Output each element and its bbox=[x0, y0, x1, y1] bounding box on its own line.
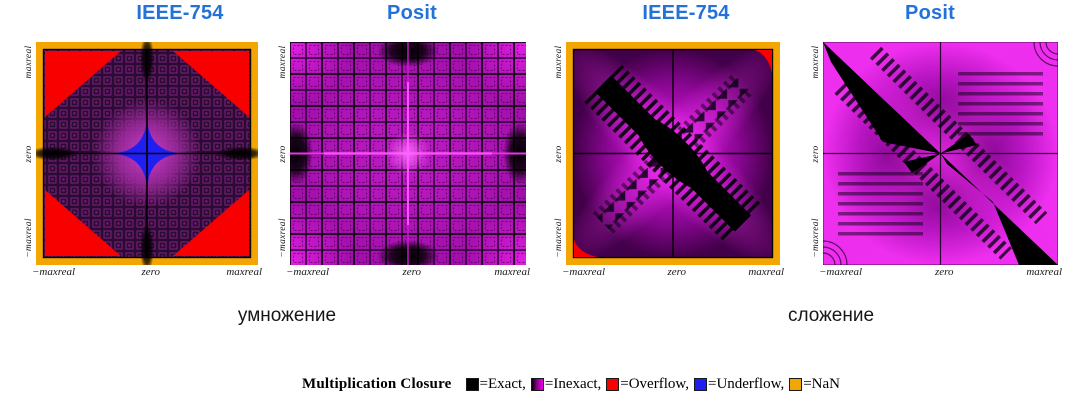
x-axis: −maxreal zero maxreal bbox=[32, 266, 262, 278]
x-axis-label-neg-maxreal: −maxreal bbox=[562, 266, 606, 278]
y-axis: maxreal zero −maxreal bbox=[552, 42, 565, 265]
bright-zero-cross bbox=[290, 42, 526, 265]
panel-title-ieee754-mult: IEEE-754 bbox=[136, 2, 224, 24]
heatmap-posit-multiplication bbox=[290, 42, 526, 265]
exact-swatch-icon bbox=[465, 377, 479, 391]
y-axis-label-neg-maxreal: −maxreal bbox=[810, 218, 821, 259]
y-axis-label-neg-maxreal: −maxreal bbox=[553, 218, 564, 259]
y-axis-label-maxreal: maxreal bbox=[810, 45, 821, 79]
exact-edge-smudges bbox=[36, 42, 258, 265]
panel-ieee754-addition: maxreal zero −maxreal −maxreal zero maxr… bbox=[554, 42, 784, 278]
caption-multiplication: умножение bbox=[237, 305, 337, 326]
x-axis-label-maxreal: maxreal bbox=[1026, 266, 1062, 278]
overflow-corners bbox=[574, 50, 772, 257]
legend-item-nan: =NaN bbox=[789, 376, 840, 393]
y-axis-label-maxreal: maxreal bbox=[553, 45, 564, 79]
y-axis: maxreal zero −maxreal bbox=[276, 42, 289, 265]
x-axis-label-maxreal: maxreal bbox=[226, 266, 262, 278]
y-axis-label-maxreal: maxreal bbox=[277, 45, 288, 79]
panel-title-posit-add: Posit bbox=[905, 2, 955, 24]
x-axis: −maxreal zero maxreal bbox=[819, 266, 1062, 278]
y-axis: maxreal zero −maxreal bbox=[809, 42, 822, 265]
legend-item-exact: =Exact, bbox=[465, 375, 526, 393]
x-axis: −maxreal zero maxreal bbox=[286, 266, 530, 278]
legend-item-inexact: =Inexact, bbox=[530, 375, 602, 393]
exact-diagonal-wedges bbox=[823, 42, 1058, 265]
panel-title-ieee754-add: IEEE-754 bbox=[642, 2, 730, 24]
y-axis-label-neg-maxreal: −maxreal bbox=[23, 218, 34, 259]
x-axis-label-zero: zero bbox=[402, 266, 421, 278]
legend-item-label: =Overflow, bbox=[620, 375, 689, 392]
x-axis-label-maxreal: maxreal bbox=[494, 266, 530, 278]
x-axis-label-zero: zero bbox=[934, 266, 954, 278]
legend-item-overflow: =Overflow, bbox=[606, 376, 689, 393]
legend-title: Multiplication Closure bbox=[302, 375, 452, 392]
panel-posit-multiplication: maxreal zero −maxreal −maxreal zero maxr… bbox=[278, 42, 530, 278]
heatmap-posit-addition bbox=[823, 42, 1058, 265]
y-axis-label-zero: zero bbox=[23, 144, 34, 163]
legend-item-label: =Underflow, bbox=[707, 375, 785, 392]
y-axis-label-neg-maxreal: −maxreal bbox=[277, 218, 288, 259]
x-axis-label-maxreal: maxreal bbox=[748, 266, 784, 278]
x-axis-label-neg-maxreal: −maxreal bbox=[819, 266, 863, 278]
x-axis-label-zero: zero bbox=[667, 266, 686, 278]
exact-crosshair bbox=[574, 50, 772, 257]
legend-item-label: =Inexact, bbox=[544, 375, 602, 392]
panel-ieee754-multiplication: maxreal zero −maxreal −maxreal zero maxr… bbox=[24, 42, 262, 278]
overflow-corners bbox=[45, 51, 249, 256]
legend-item-label: =NaN bbox=[803, 375, 840, 392]
x-axis-label-neg-maxreal: −maxreal bbox=[286, 266, 330, 278]
x-axis-label-zero: zero bbox=[141, 266, 160, 278]
underflow-swatch-icon bbox=[693, 377, 707, 391]
panel-title-posit-mult: Posit bbox=[387, 2, 437, 24]
heatmap-ieee754-addition bbox=[566, 42, 780, 265]
inexact-swatch-icon bbox=[530, 377, 544, 391]
y-axis: maxreal zero −maxreal bbox=[22, 42, 35, 265]
y-axis-label-maxreal: maxreal bbox=[23, 45, 34, 79]
overflow-swatch-icon bbox=[606, 377, 620, 391]
legend-item-underflow: =Underflow, bbox=[693, 375, 785, 393]
x-axis: −maxreal zero maxreal bbox=[562, 266, 784, 278]
closure-legend: Multiplication Closure =Exact, =Inexact,… bbox=[302, 373, 845, 395]
legend-item-label: =Exact, bbox=[479, 375, 526, 392]
exact-crosshair bbox=[44, 50, 250, 257]
crosshair bbox=[823, 42, 1058, 265]
y-axis-label-zero: zero bbox=[553, 144, 564, 163]
heatmap-ieee754-multiplication bbox=[36, 42, 258, 265]
y-axis-label-zero: zero bbox=[810, 144, 821, 163]
ladder-patterns bbox=[838, 67, 1043, 242]
y-axis-label-zero: zero bbox=[277, 144, 288, 163]
panel-posit-addition: maxreal zero −maxreal −maxreal zero maxr… bbox=[811, 42, 1062, 278]
caption-addition: сложение bbox=[787, 305, 875, 326]
x-axis-label-neg-maxreal: −maxreal bbox=[32, 266, 76, 278]
nan-swatch-icon bbox=[789, 377, 803, 391]
